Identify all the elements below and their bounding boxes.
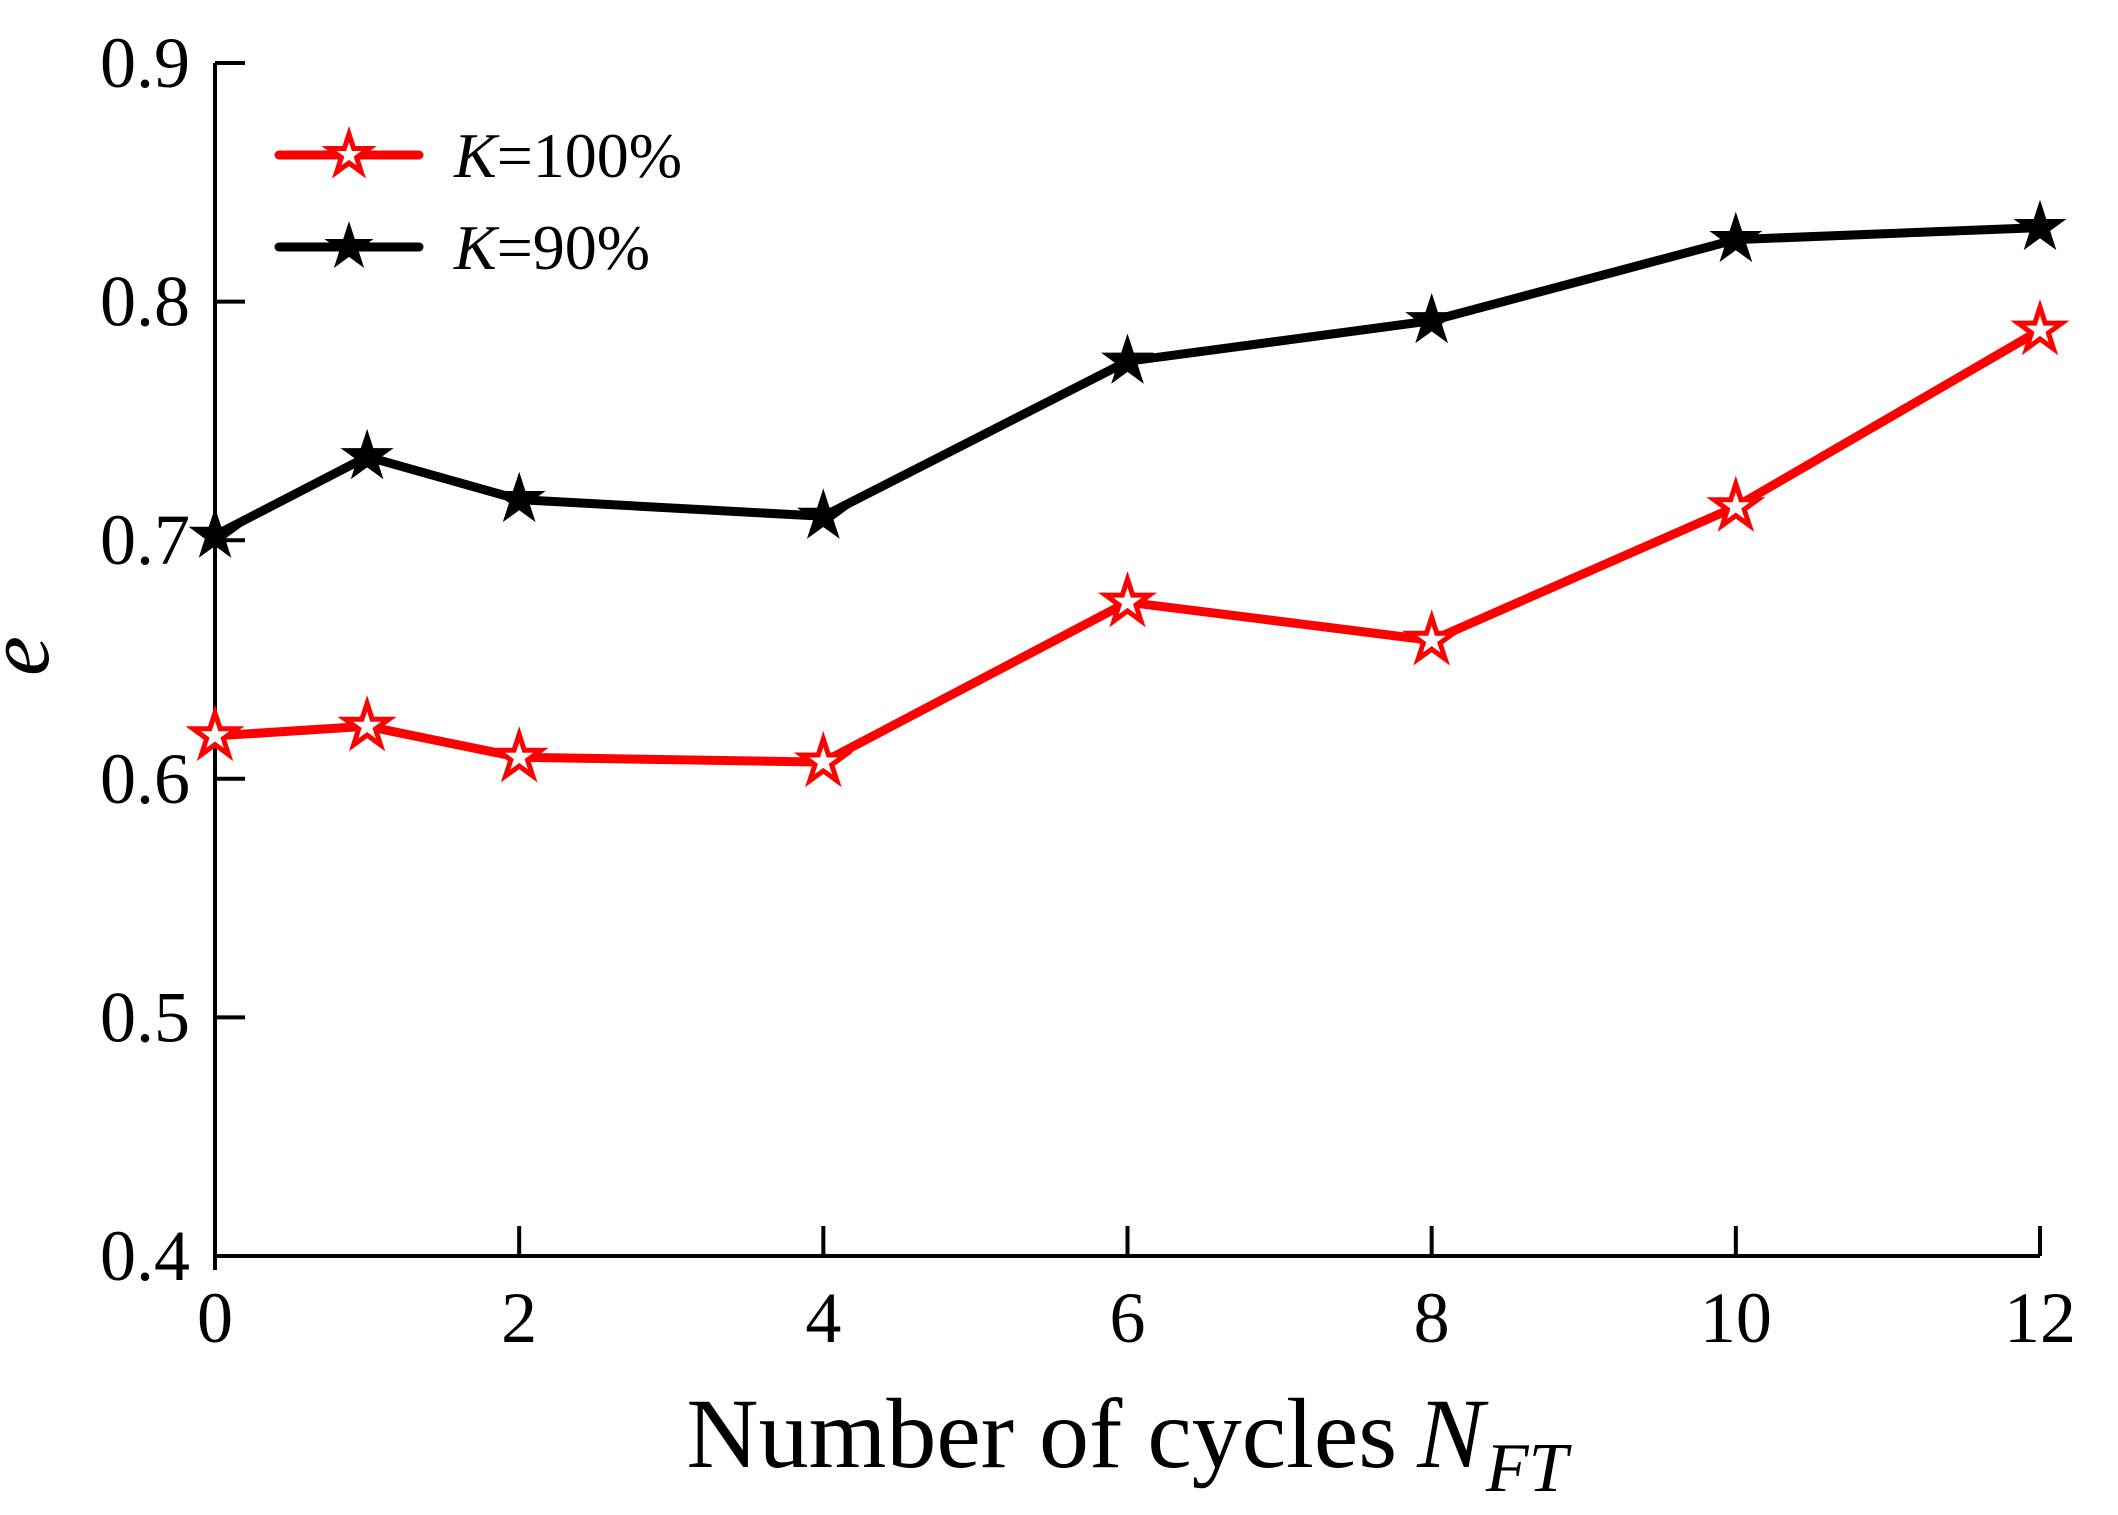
y-axis-title: e: [0, 636, 68, 676]
x-tick-label: 8: [1414, 1278, 1450, 1358]
open-star-marker-k-100: [1402, 609, 1462, 666]
legend-label: K=90%: [453, 212, 650, 283]
filled-star-marker-k-90: [340, 428, 394, 480]
open-star-marker-k-100: [185, 704, 245, 762]
x-axis-title-symbol: N: [1416, 1378, 1489, 1489]
filled-star-marker-k-90: [492, 471, 546, 523]
open-star-marker-k-100: [793, 730, 853, 788]
x-tick-label: 12: [2004, 1278, 2076, 1358]
y-tick-label: 0.8: [100, 262, 190, 342]
x-tick-label: 0: [197, 1278, 233, 1358]
axes-layer: 0.4 0.5 0.6 0.7 0.8 0.9 0 2 4 6 8 10 12: [100, 23, 2076, 1358]
legend-filled-star-icon: [324, 221, 374, 268]
filled-star-marker-k-90: [796, 488, 850, 539]
legend-label: K=100%: [453, 120, 682, 191]
x-axis-title: Number of cycles NFT: [686, 1378, 1572, 1507]
open-star-marker-k-100: [2010, 299, 2070, 356]
x-axis-title-subscript: FT: [1485, 1430, 1573, 1507]
x-tick-label: 2: [501, 1278, 537, 1358]
filled-star-marker-k-90: [1405, 292, 1459, 344]
open-star-marker-k-100: [489, 726, 549, 783]
open-star-marker-k-100: [1706, 475, 1766, 532]
x-axis-title-text: Number of cycles: [686, 1378, 1397, 1489]
filled-star-marker-k-90: [1101, 333, 1154, 384]
y-tick-label: 0.4: [100, 1216, 190, 1296]
legend-open-star-icon: [321, 125, 377, 179]
x-tick-label: 10: [1700, 1278, 1772, 1358]
legend-item-k-90: K=90%: [274, 212, 650, 283]
x-tick-label: 6: [1110, 1278, 1146, 1358]
x-tick-label: 4: [805, 1278, 841, 1358]
open-star-marker-k-100: [1097, 571, 1158, 628]
filled-star-marker-k-90: [2013, 199, 2067, 251]
series-line-k-100: [210, 325, 2045, 767]
y-tick-label: 0.5: [100, 977, 190, 1057]
filled-star-marker-k-90: [188, 507, 242, 558]
y-tick-label: 0.9: [100, 23, 190, 103]
series-line-k-90: [210, 223, 2045, 540]
y-tick-label: 0.6: [100, 739, 190, 819]
series-layer: [185, 199, 2070, 788]
legend-item-k-100: K=100%: [274, 120, 682, 191]
y-tick-label: 0.7: [100, 500, 190, 580]
legend: K=100% K=90%: [274, 120, 682, 283]
filled-star-marker-k-90: [1709, 211, 1763, 263]
open-star-marker-k-100: [337, 695, 397, 752]
